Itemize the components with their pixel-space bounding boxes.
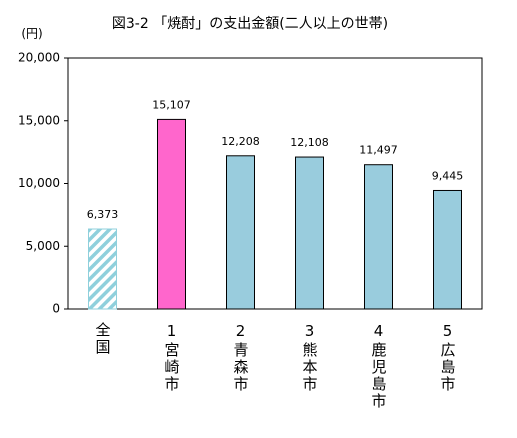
x-tick-label: 1宮崎市 bbox=[163, 322, 181, 393]
x-tick-label: 3熊本市 bbox=[301, 322, 319, 393]
bar bbox=[88, 228, 117, 310]
bar bbox=[364, 164, 393, 310]
y-tick-label: 0 bbox=[52, 302, 60, 316]
chart-title: 図3-2 「焼酎」の支出金額(二人以上の世帯) bbox=[112, 16, 388, 32]
plot-area bbox=[67, 57, 483, 310]
bar bbox=[433, 189, 462, 310]
value-label: 12,108 bbox=[290, 136, 329, 149]
x-tick-label: 全国 bbox=[94, 321, 112, 356]
x-tick-label: 5広島市 bbox=[439, 322, 457, 393]
value-label: 6,373 bbox=[87, 208, 119, 221]
y-tick-label: 15,000 bbox=[18, 113, 60, 127]
y-tick-label: 5,000 bbox=[26, 239, 60, 253]
value-label: 12,208 bbox=[221, 135, 260, 148]
x-tick-label: 2青森市 bbox=[232, 322, 250, 393]
bar bbox=[226, 155, 255, 310]
y-axis-label: (円) bbox=[21, 27, 42, 41]
x-tick-label: 4鹿児島市 bbox=[370, 322, 388, 410]
bar bbox=[157, 118, 186, 310]
bar bbox=[295, 156, 324, 310]
value-label: 11,497 bbox=[359, 144, 398, 157]
value-label: 9,445 bbox=[432, 169, 464, 182]
value-label: 15,107 bbox=[152, 98, 191, 111]
y-tick-label: 20,000 bbox=[18, 51, 60, 65]
y-tick-label: 10,000 bbox=[18, 176, 60, 190]
